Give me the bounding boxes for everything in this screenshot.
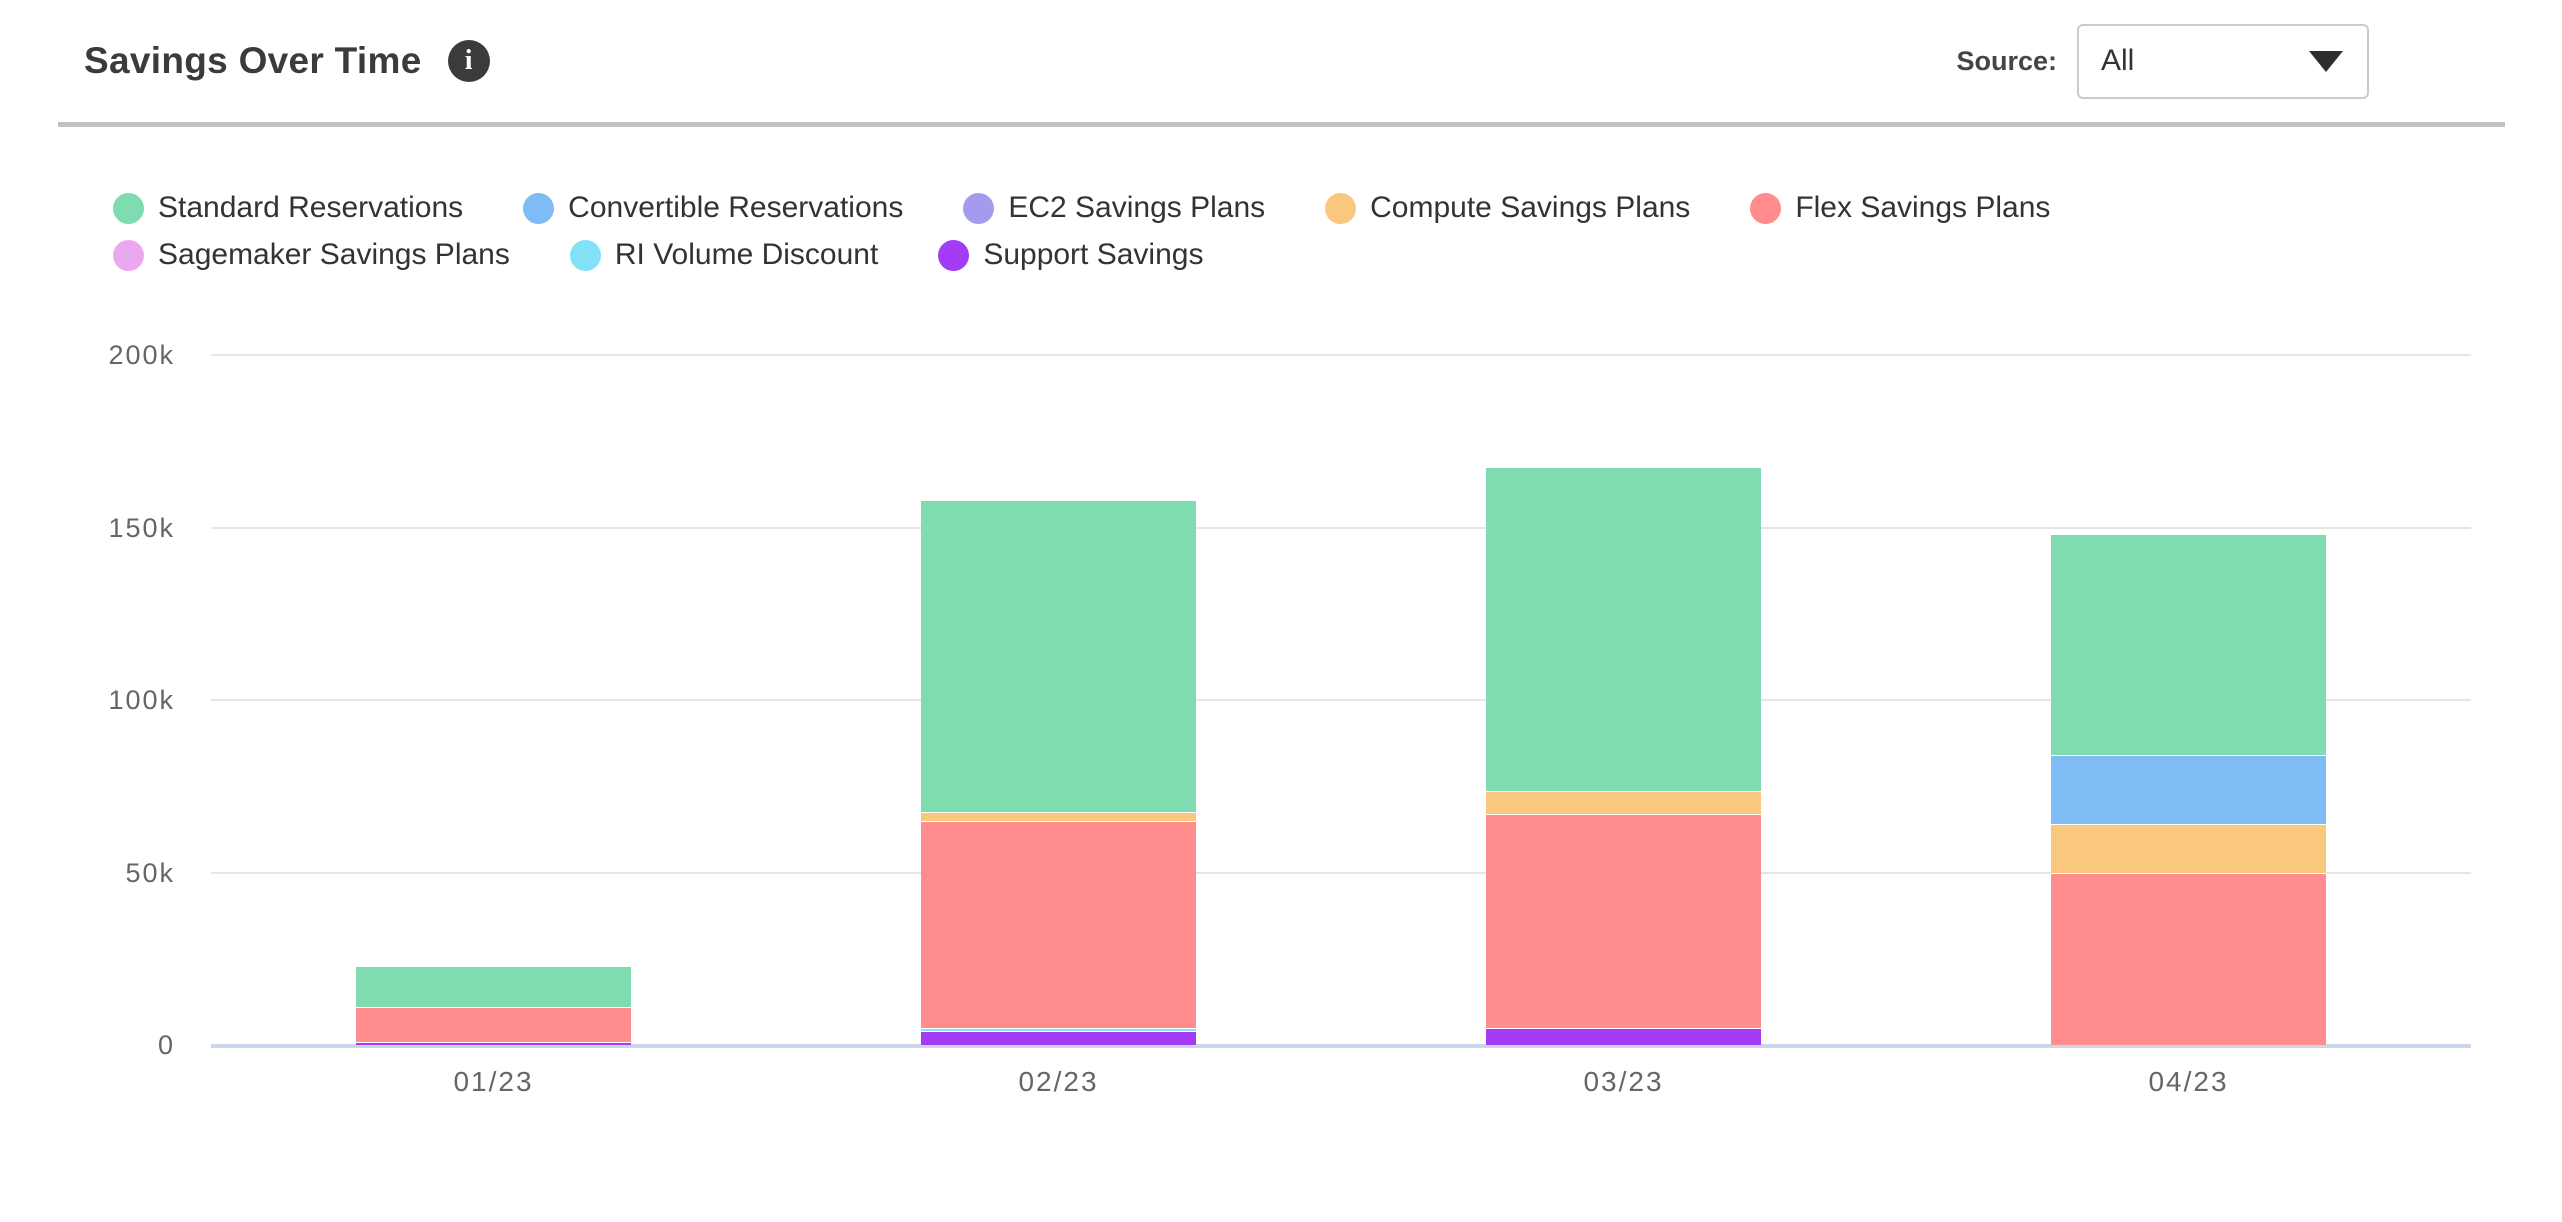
bar-column (2051, 534, 2326, 1045)
legend-item[interactable]: Flex Savings Plans (1750, 191, 2050, 225)
bar-segment[interactable] (1486, 1027, 1761, 1045)
y-tick-label: 50k (125, 857, 175, 888)
legend-swatch-icon (938, 239, 970, 271)
info-icon[interactable]: i (447, 40, 490, 82)
legend-item[interactable]: Convertible Reservations (523, 191, 903, 225)
source-control: Source: All (1956, 23, 2369, 99)
bar-segment[interactable] (1486, 813, 1761, 1028)
legend-label: Convertible Reservations (568, 191, 904, 224)
bar-column (356, 965, 631, 1045)
title-group: Savings Over Time i (84, 40, 490, 82)
legend-label: Flex Savings Plans (1795, 191, 2051, 224)
chart-legend: Standard Reservations Convertible Reserva… (113, 191, 2123, 272)
legend-swatch-icon (113, 192, 144, 224)
x-tick-label: 02/23 (1018, 1066, 1099, 1097)
plot-area (211, 354, 2471, 1048)
source-select-value: All (2101, 44, 2135, 77)
legend-label: EC2 Savings Plans (1008, 191, 1266, 224)
bar-segment[interactable] (356, 965, 631, 1008)
legend-item[interactable]: RI Volume Discount (569, 238, 879, 272)
bar-segment[interactable] (2051, 755, 2326, 825)
bar-segment[interactable] (921, 499, 1196, 813)
legend-swatch-icon (963, 192, 995, 224)
legend-item[interactable]: Sagemaker Savings Plans (113, 238, 510, 272)
bar-segment[interactable] (356, 1007, 631, 1042)
legend-item[interactable]: Support Savings (938, 238, 1203, 272)
bar-column (1486, 467, 1761, 1045)
bar-segment[interactable] (921, 1031, 1196, 1045)
legend-item[interactable]: EC2 Savings Plans (963, 191, 1265, 225)
legend-swatch-icon (523, 192, 555, 224)
source-label: Source: (1956, 45, 2057, 76)
bar-segment[interactable] (2051, 534, 2326, 756)
grid-line (211, 526, 2471, 529)
bar-segment[interactable] (2051, 824, 2326, 873)
legend-item[interactable]: Compute Savings Plans (1325, 191, 1690, 225)
legend-swatch-icon (1750, 192, 1782, 224)
y-tick-label: 100k (108, 685, 175, 715)
bar-column (921, 499, 1196, 1045)
y-tick-label: 0 (157, 1030, 175, 1060)
bar-segment[interactable] (1486, 791, 1761, 814)
bar-segment[interactable] (921, 812, 1196, 821)
x-tick-label: 01/23 (453, 1066, 534, 1097)
legend-label: Compute Savings Plans (1370, 191, 1691, 224)
grid-line (211, 354, 2471, 356)
x-axis-labels: 01/23 02/23 03/23 04/23 (211, 1062, 2471, 1104)
bar-segment[interactable] (356, 1041, 631, 1045)
x-tick-label: 03/23 (1583, 1066, 1664, 1097)
chevron-down-icon (2309, 50, 2343, 72)
legend-label: Support Savings (983, 238, 1204, 271)
y-tick-label: 200k (108, 340, 175, 370)
legend-swatch-icon (1325, 192, 1357, 224)
grid-line (211, 871, 2471, 874)
x-axis-line (211, 1044, 2471, 1048)
grid-line (211, 699, 2471, 701)
bar-segment[interactable] (921, 820, 1196, 1028)
y-tick-label: 150k (108, 512, 175, 543)
page-title: Savings Over Time (84, 40, 422, 81)
bar-segment[interactable] (1486, 467, 1761, 792)
x-tick-label: 04/23 (2148, 1066, 2229, 1097)
y-axis-labels: 0 50k 100k 150k 200k (0, 0, 175, 1222)
chart-header: Savings Over Time i Source: All (0, 0, 2562, 122)
legend-swatch-icon (569, 239, 601, 271)
legend-label: Standard Reservations (158, 191, 464, 224)
legend-label: Sagemaker Savings Plans (158, 238, 510, 271)
bar-segment[interactable] (2051, 872, 2326, 1045)
source-select[interactable]: All (2077, 23, 2369, 99)
header-divider (58, 122, 2505, 127)
legend-label: RI Volume Discount (614, 238, 879, 271)
legend-item[interactable]: Standard Reservations (113, 191, 463, 225)
bar-segment[interactable] (921, 1027, 1196, 1032)
legend-swatch-icon (113, 239, 144, 271)
